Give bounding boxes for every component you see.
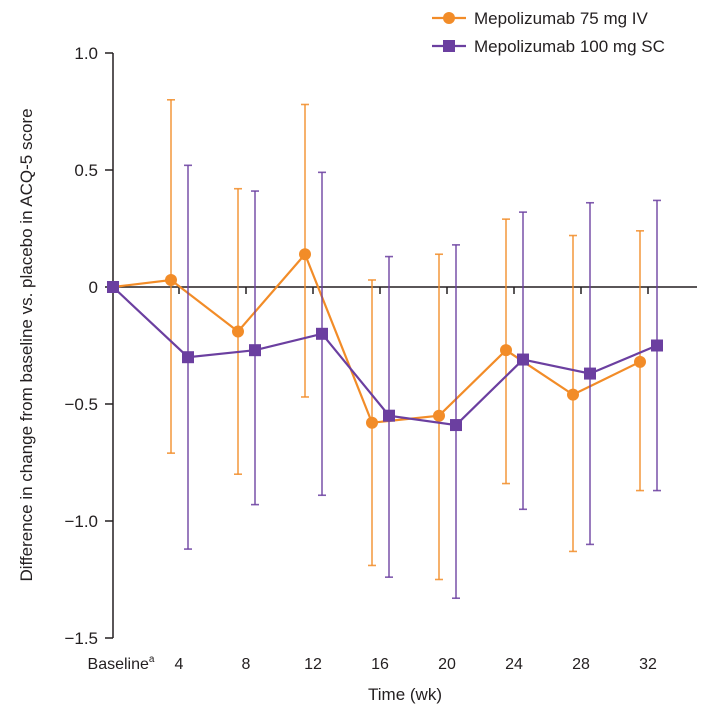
x-tick-label: 24 [505,656,523,673]
axes: 1.0 0.5 0 −0.5 −1.0 −1.5 Baselinea 4 8 12 16 20 24 28… [64,44,697,673]
data-point [299,248,311,261]
footnote-marker: a [149,654,155,665]
data-point [584,367,596,380]
series-line [112,252,641,424]
x-tick-label: 16 [371,656,389,673]
y-axis-label: Difference in change from baseline vs. p… [17,108,36,581]
data-point [107,281,119,293]
series-layer [107,99,663,600]
x-axis-label: Time (wk) [368,685,442,704]
legend-label: Mepolizumab 100 mg SC [474,37,665,56]
x-tick-label: 28 [572,656,590,673]
y-tick-label: −1.0 [64,512,98,531]
x-tick-label: 20 [438,656,456,673]
legend-marker [443,40,455,52]
y-tick-label: 0 [89,278,98,297]
series-sc-100mg [107,164,663,600]
legend-marker [443,12,455,24]
series-line [112,286,658,427]
y-tick-label: 1.0 [74,44,98,63]
data-point [383,409,395,422]
legend-label: Mepolizumab 75 mg IV [474,9,649,28]
x-tick-label: 32 [639,656,657,673]
data-point [182,351,194,364]
data-point [249,344,261,357]
series-iv-75mg [107,99,646,581]
x-tick-label: 4 [175,656,184,673]
x-tick-label: 12 [304,656,322,673]
data-point [567,388,579,401]
y-tick-label: 0.5 [74,161,98,180]
data-point [517,353,529,366]
data-point [651,339,663,352]
data-point [232,325,244,338]
data-point [433,409,445,422]
data-point [634,355,646,368]
legend: Mepolizumab 75 mg IV Mepolizumab 100 mg S… [432,9,665,56]
data-point [316,327,328,340]
data-point [165,273,177,286]
x-tick-label: Baselinea [88,654,155,673]
y-tick-label: −1.5 [64,629,98,648]
data-point [450,419,462,432]
x-tick-label: 8 [242,656,251,673]
y-tick-label: −0.5 [64,395,98,414]
data-point [366,416,378,429]
data-point [500,344,512,357]
